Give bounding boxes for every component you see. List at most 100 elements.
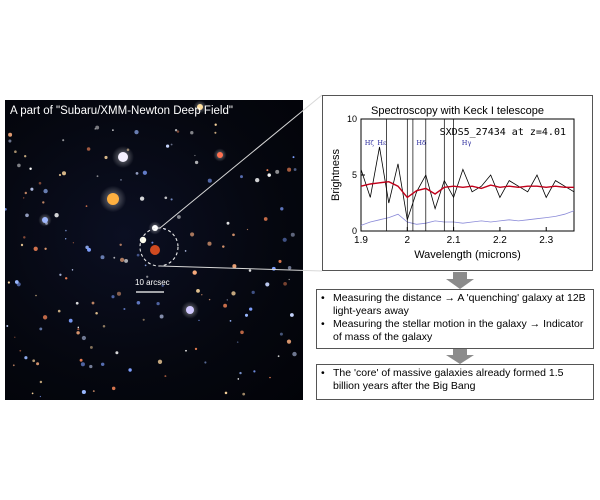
star — [176, 130, 180, 133]
star-field — [5, 100, 297, 398]
star — [265, 282, 270, 287]
star — [68, 318, 73, 323]
finding-distance: • Measuring the distance → A 'quenching'… — [321, 292, 589, 318]
bright-star — [107, 193, 119, 205]
star — [76, 331, 80, 335]
star — [255, 177, 260, 183]
sky-image: A part of "Subaru/XMM-Newton Deep Field"… — [5, 100, 303, 400]
star — [198, 319, 200, 322]
star — [282, 237, 287, 242]
spectrum-title: Spectroscopy with Keck I telescope — [370, 105, 545, 117]
line-marker-label: Hζ — [365, 139, 375, 147]
star — [177, 215, 181, 219]
star — [236, 341, 239, 343]
y-tick-label: 0 — [352, 226, 357, 236]
model-spectrum-line — [360, 180, 574, 199]
star — [185, 349, 187, 352]
bright-star — [186, 306, 194, 314]
star — [111, 386, 116, 391]
star — [164, 196, 168, 200]
star — [253, 370, 256, 373]
star — [239, 371, 242, 375]
line-marker-label: Hγ — [462, 139, 472, 147]
star — [8, 139, 12, 143]
finding-core-formation: • The 'core' of massive galaxies already… — [321, 367, 589, 393]
star — [159, 314, 164, 319]
star — [112, 129, 114, 131]
star — [283, 281, 287, 286]
star — [104, 155, 108, 160]
star — [208, 298, 211, 301]
star — [96, 175, 99, 178]
star — [57, 309, 61, 313]
star — [267, 173, 271, 177]
star — [29, 167, 32, 170]
star — [223, 303, 228, 308]
star — [89, 345, 93, 349]
star — [194, 347, 198, 351]
star — [237, 378, 240, 380]
observed-spectrum-line — [360, 146, 575, 220]
star — [293, 168, 297, 171]
star — [12, 364, 15, 367]
star — [123, 307, 126, 311]
star — [277, 355, 280, 358]
star — [35, 294, 37, 297]
star — [113, 256, 116, 259]
neighbor-star — [139, 236, 147, 244]
star — [194, 154, 196, 157]
star — [75, 301, 79, 305]
star — [14, 280, 19, 284]
y-axis-label: Brightness — [330, 149, 342, 201]
line-marker-label: Hδ — [416, 139, 426, 147]
star — [32, 359, 36, 363]
star — [65, 229, 67, 232]
star — [36, 362, 40, 366]
star — [39, 380, 43, 384]
star — [142, 170, 148, 175]
star — [275, 169, 280, 174]
star — [278, 259, 282, 263]
star — [111, 295, 115, 299]
x-tick-label: 2.3 — [539, 235, 553, 246]
star — [54, 213, 59, 218]
star — [246, 228, 249, 231]
star — [184, 250, 187, 252]
bright-star — [118, 152, 128, 162]
bright-star — [42, 217, 48, 223]
star — [24, 191, 28, 195]
star — [156, 301, 160, 306]
star — [290, 232, 295, 237]
star — [100, 255, 105, 260]
star — [151, 241, 154, 244]
finding-text: Measuring the stellar motion in the gala… — [333, 318, 584, 343]
star — [38, 181, 42, 185]
star — [72, 242, 75, 244]
y-tick-label: 5 — [352, 170, 357, 180]
star — [286, 339, 292, 344]
star — [194, 160, 199, 165]
star — [58, 173, 62, 177]
star — [119, 257, 125, 263]
star — [8, 132, 13, 137]
star — [81, 335, 86, 341]
star — [14, 336, 16, 338]
star — [232, 233, 235, 237]
star — [59, 273, 62, 276]
star — [292, 351, 297, 357]
star — [17, 163, 21, 168]
star — [249, 307, 253, 311]
star — [120, 179, 122, 181]
star — [244, 313, 249, 317]
star — [201, 294, 203, 296]
star — [30, 187, 34, 191]
star — [23, 236, 26, 239]
star — [24, 356, 28, 360]
star — [161, 284, 164, 287]
star — [136, 253, 140, 257]
star — [91, 301, 95, 305]
target-circle — [139, 227, 179, 267]
star — [240, 330, 244, 335]
star — [170, 198, 173, 201]
star — [43, 188, 48, 194]
